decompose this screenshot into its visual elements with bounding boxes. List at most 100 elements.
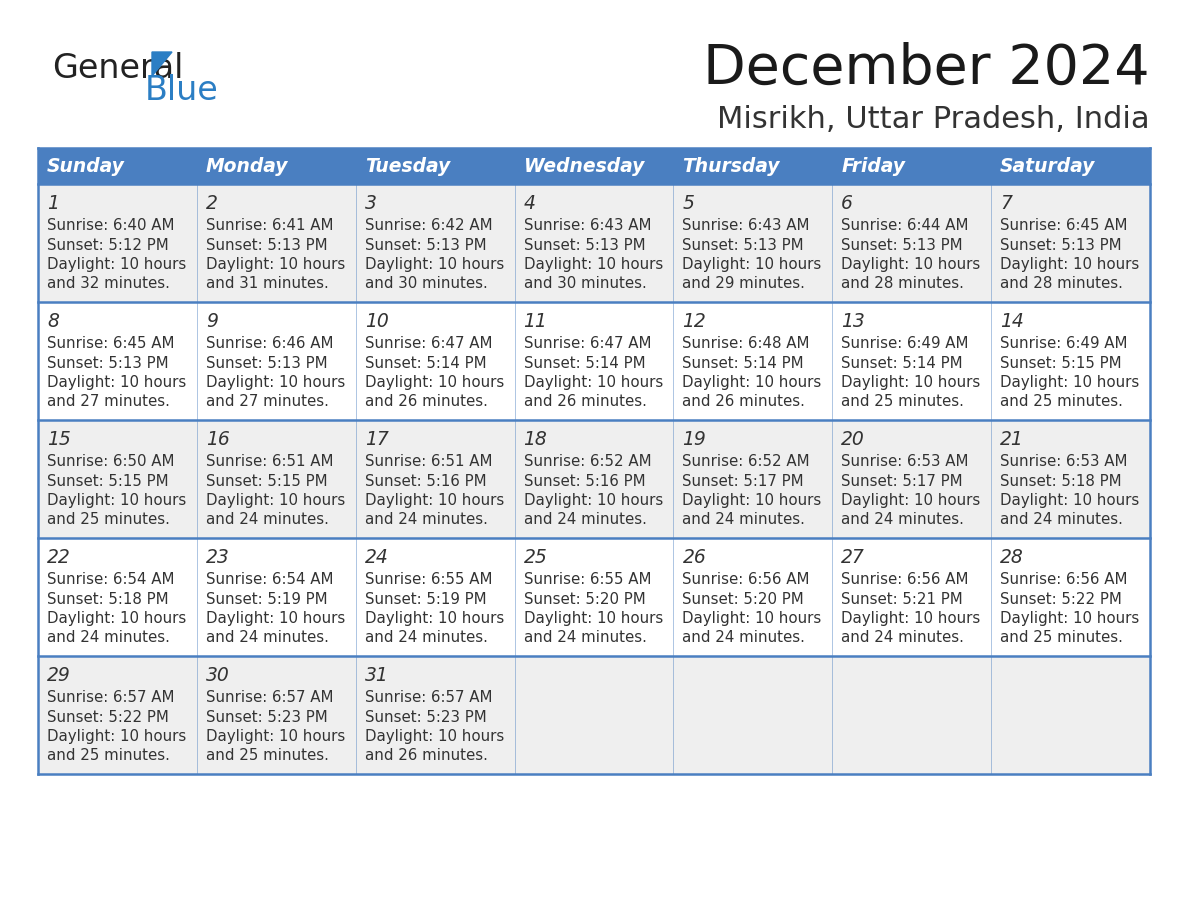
Text: Sunrise: 6:40 AM: Sunrise: 6:40 AM: [48, 218, 175, 233]
Text: Sunrise: 6:54 AM: Sunrise: 6:54 AM: [48, 572, 175, 587]
Text: Sunset: 5:13 PM: Sunset: 5:13 PM: [206, 355, 328, 371]
Text: 20: 20: [841, 430, 865, 449]
Text: Daylight: 10 hours: Daylight: 10 hours: [1000, 611, 1139, 626]
Text: Daylight: 10 hours: Daylight: 10 hours: [682, 257, 822, 272]
Text: 7: 7: [1000, 194, 1012, 213]
Text: Daylight: 10 hours: Daylight: 10 hours: [365, 729, 504, 744]
Text: Daylight: 10 hours: Daylight: 10 hours: [682, 375, 822, 390]
Text: 28: 28: [1000, 548, 1024, 567]
Text: and 31 minutes.: and 31 minutes.: [206, 276, 329, 292]
Text: Sunrise: 6:57 AM: Sunrise: 6:57 AM: [365, 690, 492, 705]
Text: Sunset: 5:17 PM: Sunset: 5:17 PM: [682, 474, 804, 488]
Text: Sunrise: 6:55 AM: Sunrise: 6:55 AM: [524, 572, 651, 587]
Text: 21: 21: [1000, 430, 1024, 449]
Text: Sunset: 5:23 PM: Sunset: 5:23 PM: [365, 710, 486, 724]
Text: and 30 minutes.: and 30 minutes.: [524, 276, 646, 292]
Bar: [355, 148, 514, 184]
Text: Sunrise: 6:48 AM: Sunrise: 6:48 AM: [682, 336, 810, 351]
Text: Sunrise: 6:56 AM: Sunrise: 6:56 AM: [682, 572, 810, 587]
Text: Sunrise: 6:51 AM: Sunrise: 6:51 AM: [206, 454, 334, 469]
Text: Blue: Blue: [145, 74, 219, 107]
Text: Sunset: 5:13 PM: Sunset: 5:13 PM: [206, 238, 328, 252]
Text: Thursday: Thursday: [682, 156, 781, 175]
Text: and 24 minutes.: and 24 minutes.: [682, 631, 805, 645]
Text: and 24 minutes.: and 24 minutes.: [841, 512, 965, 528]
Text: Daylight: 10 hours: Daylight: 10 hours: [682, 493, 822, 508]
Text: Sunrise: 6:54 AM: Sunrise: 6:54 AM: [206, 572, 334, 587]
Text: 3: 3: [365, 194, 377, 213]
Bar: [38, 656, 1150, 774]
Text: Sunset: 5:23 PM: Sunset: 5:23 PM: [206, 710, 328, 724]
Bar: [38, 538, 1150, 656]
Text: Sunset: 5:15 PM: Sunset: 5:15 PM: [206, 474, 328, 488]
Text: Daylight: 10 hours: Daylight: 10 hours: [841, 611, 980, 626]
Text: and 25 minutes.: and 25 minutes.: [841, 395, 965, 409]
Text: 9: 9: [206, 312, 217, 331]
Text: 6: 6: [841, 194, 853, 213]
Text: Wednesday: Wednesday: [524, 156, 644, 175]
Text: 13: 13: [841, 312, 865, 331]
Bar: [514, 148, 674, 184]
Text: 30: 30: [206, 666, 229, 685]
Text: Sunrise: 6:55 AM: Sunrise: 6:55 AM: [365, 572, 492, 587]
Text: Sunrise: 6:56 AM: Sunrise: 6:56 AM: [1000, 572, 1127, 587]
Text: Sunrise: 6:43 AM: Sunrise: 6:43 AM: [524, 218, 651, 233]
Text: Sunrise: 6:52 AM: Sunrise: 6:52 AM: [682, 454, 810, 469]
Text: Daylight: 10 hours: Daylight: 10 hours: [841, 257, 980, 272]
Text: 12: 12: [682, 312, 706, 331]
Text: Daylight: 10 hours: Daylight: 10 hours: [365, 493, 504, 508]
Text: Sunrise: 6:42 AM: Sunrise: 6:42 AM: [365, 218, 492, 233]
Text: Sunrise: 6:45 AM: Sunrise: 6:45 AM: [1000, 218, 1127, 233]
Text: Daylight: 10 hours: Daylight: 10 hours: [206, 729, 345, 744]
Text: Monday: Monday: [206, 156, 289, 175]
Text: Sunset: 5:16 PM: Sunset: 5:16 PM: [524, 474, 645, 488]
Text: 19: 19: [682, 430, 706, 449]
Text: Daylight: 10 hours: Daylight: 10 hours: [48, 611, 187, 626]
Text: Sunset: 5:22 PM: Sunset: 5:22 PM: [1000, 591, 1121, 607]
Text: 22: 22: [48, 548, 71, 567]
Text: Daylight: 10 hours: Daylight: 10 hours: [48, 375, 187, 390]
Text: 1: 1: [48, 194, 59, 213]
Text: Sunrise: 6:50 AM: Sunrise: 6:50 AM: [48, 454, 175, 469]
Text: Sunset: 5:13 PM: Sunset: 5:13 PM: [48, 355, 169, 371]
Text: Daylight: 10 hours: Daylight: 10 hours: [682, 611, 822, 626]
Text: Tuesday: Tuesday: [365, 156, 450, 175]
Text: Sunset: 5:19 PM: Sunset: 5:19 PM: [365, 591, 486, 607]
Text: Sunset: 5:22 PM: Sunset: 5:22 PM: [48, 710, 169, 724]
Text: Sunset: 5:14 PM: Sunset: 5:14 PM: [841, 355, 963, 371]
Text: Sunset: 5:18 PM: Sunset: 5:18 PM: [1000, 474, 1121, 488]
Text: Sunrise: 6:56 AM: Sunrise: 6:56 AM: [841, 572, 968, 587]
Text: Daylight: 10 hours: Daylight: 10 hours: [48, 257, 187, 272]
Bar: [833, 148, 991, 184]
Text: Sunset: 5:15 PM: Sunset: 5:15 PM: [1000, 355, 1121, 371]
Text: Daylight: 10 hours: Daylight: 10 hours: [524, 493, 663, 508]
Bar: [38, 184, 1150, 302]
Text: 18: 18: [524, 430, 548, 449]
Text: Daylight: 10 hours: Daylight: 10 hours: [365, 611, 504, 626]
Text: and 29 minutes.: and 29 minutes.: [682, 276, 805, 292]
Text: Sunrise: 6:47 AM: Sunrise: 6:47 AM: [524, 336, 651, 351]
Text: Friday: Friday: [841, 156, 905, 175]
Text: and 24 minutes.: and 24 minutes.: [206, 631, 329, 645]
Text: and 25 minutes.: and 25 minutes.: [1000, 631, 1123, 645]
Text: Sunrise: 6:47 AM: Sunrise: 6:47 AM: [365, 336, 492, 351]
Text: Sunrise: 6:53 AM: Sunrise: 6:53 AM: [841, 454, 968, 469]
Text: and 24 minutes.: and 24 minutes.: [365, 631, 487, 645]
Bar: [38, 420, 1150, 538]
Text: Sunset: 5:19 PM: Sunset: 5:19 PM: [206, 591, 328, 607]
Text: Daylight: 10 hours: Daylight: 10 hours: [206, 375, 345, 390]
Text: and 25 minutes.: and 25 minutes.: [48, 748, 170, 764]
Polygon shape: [152, 52, 172, 76]
Text: and 30 minutes.: and 30 minutes.: [365, 276, 487, 292]
Text: and 24 minutes.: and 24 minutes.: [524, 631, 646, 645]
Text: Daylight: 10 hours: Daylight: 10 hours: [1000, 375, 1139, 390]
Text: 24: 24: [365, 548, 388, 567]
Text: Sunrise: 6:46 AM: Sunrise: 6:46 AM: [206, 336, 334, 351]
Text: Sunset: 5:17 PM: Sunset: 5:17 PM: [841, 474, 963, 488]
Text: and 27 minutes.: and 27 minutes.: [48, 395, 170, 409]
Text: and 28 minutes.: and 28 minutes.: [841, 276, 965, 292]
Text: and 24 minutes.: and 24 minutes.: [48, 631, 170, 645]
Text: Sunrise: 6:51 AM: Sunrise: 6:51 AM: [365, 454, 492, 469]
Bar: [674, 148, 833, 184]
Text: Sunrise: 6:52 AM: Sunrise: 6:52 AM: [524, 454, 651, 469]
